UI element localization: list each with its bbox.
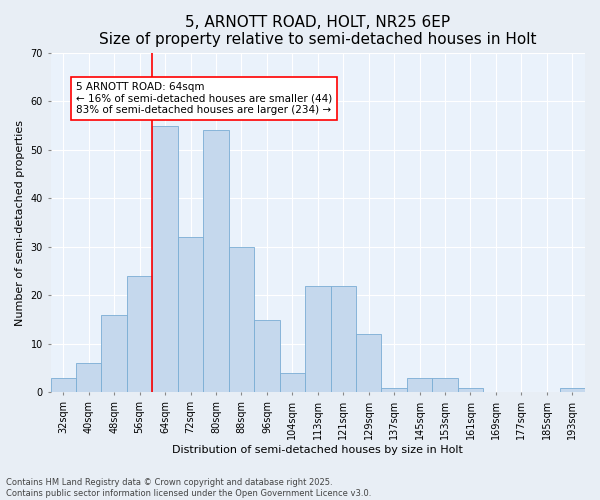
Bar — [458, 388, 483, 392]
Bar — [254, 320, 280, 392]
X-axis label: Distribution of semi-detached houses by size in Holt: Distribution of semi-detached houses by … — [172, 445, 463, 455]
Bar — [433, 378, 458, 392]
Bar — [305, 286, 331, 393]
Bar — [280, 373, 305, 392]
Bar — [229, 247, 254, 392]
Bar — [50, 378, 76, 392]
Y-axis label: Number of semi-detached properties: Number of semi-detached properties — [15, 120, 25, 326]
Bar — [152, 126, 178, 392]
Bar — [76, 364, 101, 392]
Bar — [407, 378, 433, 392]
Bar — [560, 388, 585, 392]
Bar — [382, 388, 407, 392]
Bar — [127, 276, 152, 392]
Bar — [356, 334, 382, 392]
Title: 5, ARNOTT ROAD, HOLT, NR25 6EP
Size of property relative to semi-detached houses: 5, ARNOTT ROAD, HOLT, NR25 6EP Size of p… — [99, 15, 536, 48]
Bar — [331, 286, 356, 393]
Bar — [203, 130, 229, 392]
Text: Contains HM Land Registry data © Crown copyright and database right 2025.
Contai: Contains HM Land Registry data © Crown c… — [6, 478, 371, 498]
Bar — [101, 315, 127, 392]
Bar — [178, 237, 203, 392]
Text: 5 ARNOTT ROAD: 64sqm
← 16% of semi-detached houses are smaller (44)
83% of semi-: 5 ARNOTT ROAD: 64sqm ← 16% of semi-detac… — [76, 82, 332, 115]
